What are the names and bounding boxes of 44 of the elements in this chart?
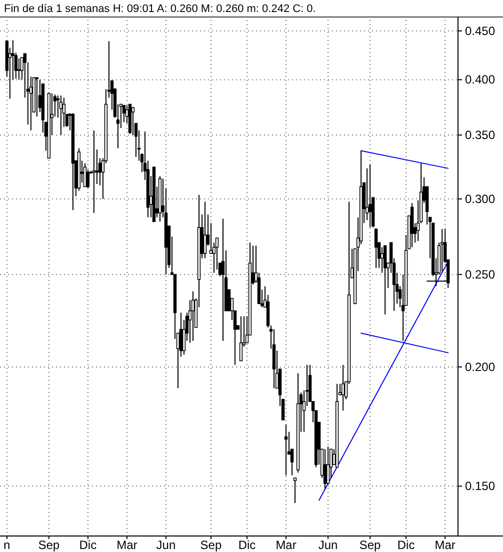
x-tick-label: Jun (318, 538, 338, 552)
x-tick-label: Dic (238, 538, 256, 552)
chart-title: Fin de día 1 semanas H: 09:01 A: 0.260 M: 0.260 m: 0.242 C: 0. (4, 3, 316, 15)
candlestick (59, 95, 63, 136)
candlestick (191, 290, 195, 342)
candlestick (284, 424, 288, 476)
x-tick-label: Sep (359, 538, 382, 552)
candlestick (209, 222, 213, 254)
candlestick (341, 364, 345, 412)
candlestick (368, 164, 372, 228)
candlestick (92, 130, 96, 214)
x-tick-label: Dic (79, 538, 97, 552)
candlestick (323, 448, 327, 490)
candlestick (203, 201, 207, 259)
candlestick (326, 446, 330, 484)
candlestick (86, 169, 90, 189)
y-tick-label: 0.250 (464, 267, 496, 282)
x-tick-label: Dic (397, 538, 415, 552)
candlestick (17, 58, 21, 80)
y-tick-label: 0.150 (464, 479, 496, 494)
y-tick-label: 0.450 (464, 24, 496, 38)
candlestick (440, 228, 444, 272)
x-tick-label: n (4, 538, 10, 552)
x-tick-label: Jun (156, 538, 176, 552)
x-tick-label: Mar (276, 538, 296, 552)
y-tick-label: 0.200 (464, 360, 496, 374)
candlestick (35, 77, 39, 118)
candlestick (221, 218, 225, 342)
candlestick (374, 228, 378, 268)
candlestick (11, 40, 15, 80)
y-tick-label: 0.300 (464, 192, 496, 206)
candlestick (83, 162, 87, 188)
candlestick (131, 107, 135, 136)
candlestick (383, 245, 387, 315)
y-tick-label: 0.350 (464, 128, 496, 142)
x-tick-label: Sep (200, 538, 222, 552)
candlestick (239, 316, 243, 362)
candlestick (95, 149, 99, 184)
x-tick-label: Mar (116, 538, 138, 552)
x-tick-label: Sep (38, 538, 60, 552)
x-tick-label: Mar (434, 538, 456, 552)
y-tick-label: 0.400 (464, 72, 496, 87)
candlestick (293, 477, 297, 504)
candlestick (281, 398, 285, 420)
